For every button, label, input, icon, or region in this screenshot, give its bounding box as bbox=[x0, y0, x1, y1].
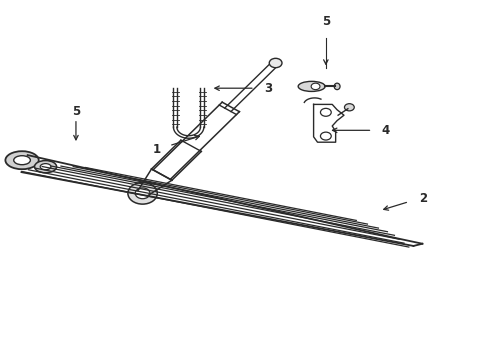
Ellipse shape bbox=[334, 83, 340, 90]
Circle shape bbox=[135, 188, 150, 199]
Text: 1: 1 bbox=[153, 143, 161, 156]
Circle shape bbox=[128, 183, 157, 204]
Ellipse shape bbox=[5, 151, 39, 169]
Circle shape bbox=[270, 58, 282, 68]
Text: 4: 4 bbox=[381, 124, 390, 137]
Text: 3: 3 bbox=[265, 82, 273, 95]
Ellipse shape bbox=[34, 161, 56, 173]
Ellipse shape bbox=[40, 163, 51, 170]
Ellipse shape bbox=[14, 156, 30, 165]
Ellipse shape bbox=[298, 81, 325, 91]
Text: 5: 5 bbox=[322, 15, 330, 28]
Circle shape bbox=[320, 108, 331, 116]
Text: 5: 5 bbox=[72, 105, 80, 118]
Text: 2: 2 bbox=[419, 192, 427, 205]
Circle shape bbox=[320, 132, 331, 140]
Circle shape bbox=[311, 83, 320, 90]
Circle shape bbox=[344, 104, 354, 111]
